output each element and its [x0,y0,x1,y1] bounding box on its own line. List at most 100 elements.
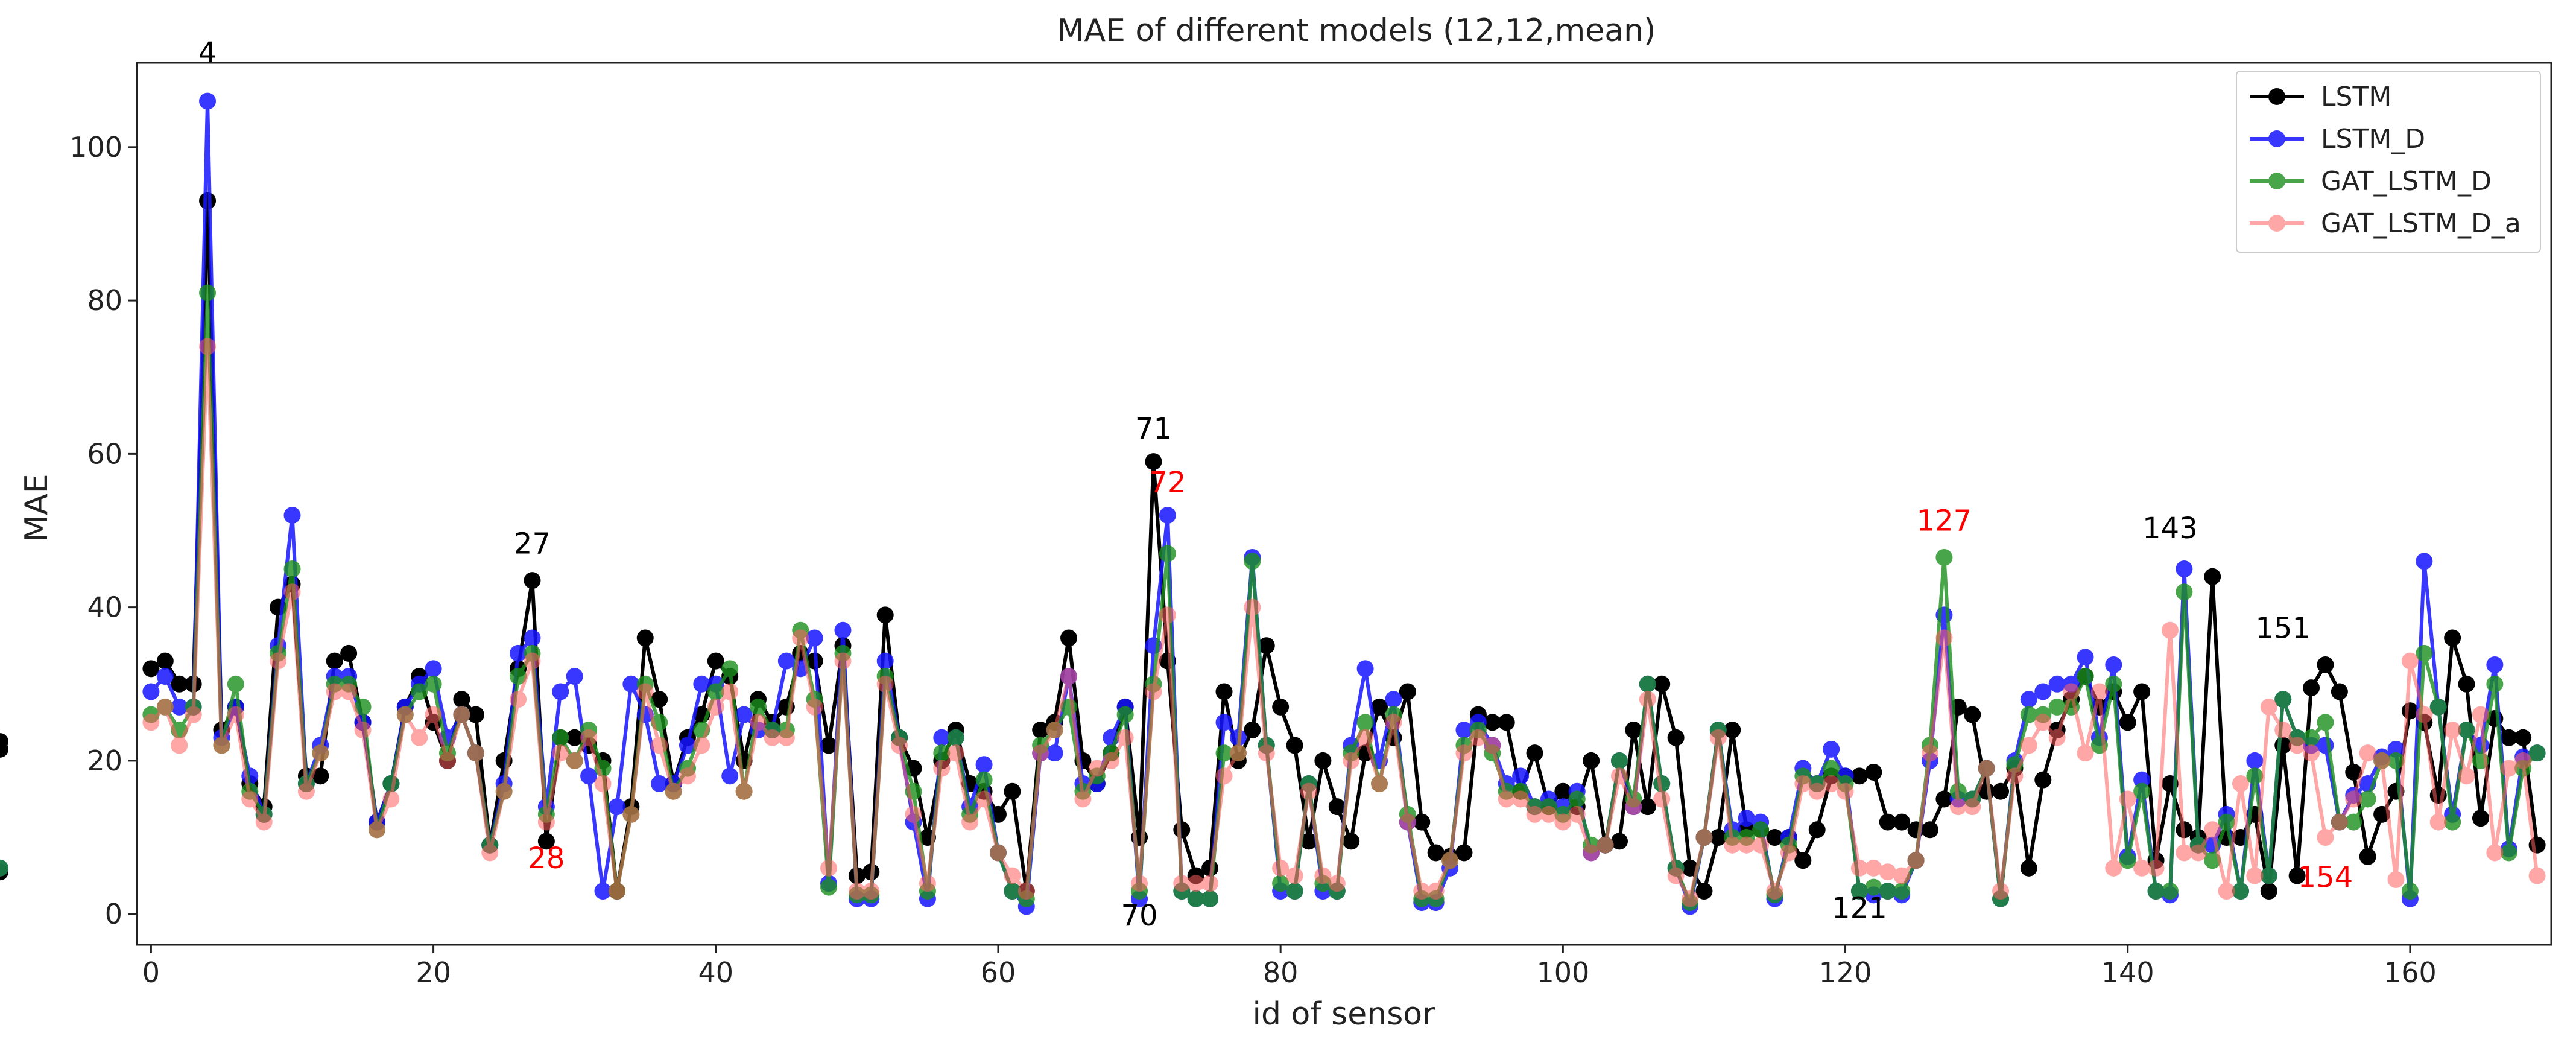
data-point [1498,714,1515,731]
data-point [1145,453,1162,471]
data-point [2317,714,2334,731]
data-point [142,660,160,678]
data-point [1526,805,1543,823]
data-point [1921,744,1938,762]
data-point [2260,867,2277,884]
data-point [2303,744,2320,762]
data-point [2359,848,2376,865]
data-point [961,813,979,831]
data-point [1201,890,1219,907]
data-point [1512,790,1530,808]
data-point [1399,813,1416,831]
data-point [566,752,583,769]
data-point [707,698,724,716]
data-point [764,729,781,746]
data-point [2500,760,2517,777]
data-point [989,844,1007,862]
data-point [2218,813,2235,831]
data-point [651,737,668,754]
data-point [1667,867,1685,884]
data-point [524,652,541,670]
data-point [1159,606,1176,624]
data-point [876,606,894,624]
data-point [340,644,358,662]
data-point [227,706,244,723]
data-point [1272,859,1290,877]
data-point [2444,813,2461,831]
data-point [2416,553,2433,570]
data-point [1610,833,1628,850]
annotations: 4 27 28 70 71 72 121 127 143 151 154 [198,36,2353,933]
data-point [862,883,880,900]
data-point [199,338,217,355]
data-point [566,729,583,746]
data-point [1328,798,1346,816]
data-point [0,733,8,751]
data-point [651,691,668,708]
data-point [806,698,823,716]
series-gat-lstm-d-a [142,338,2546,907]
data-point [1837,782,1854,800]
data-point [171,698,188,716]
data-point [1625,798,1642,816]
data-point [1215,767,1233,785]
data-point [283,583,301,601]
data-point [1498,790,1515,808]
data-point [2204,821,2221,839]
annotation-label: 121 [1832,892,1887,925]
plot-series [0,92,2546,915]
plot-frame [136,62,2552,946]
data-point [2345,813,2362,831]
data-point [2020,859,2037,877]
data-point [1145,683,1162,700]
data-point [1794,852,1812,869]
data-point [2387,752,2405,769]
data-point [1935,790,1953,808]
data-point [2303,729,2320,746]
data-point [1625,722,1642,739]
data-point [707,683,724,700]
data-point [750,714,767,731]
data-point [1526,744,1543,762]
data-point [834,621,852,639]
data-point [1794,775,1812,793]
data-point [1258,637,1275,655]
data-point [2246,867,2264,884]
data-point [1893,883,1911,900]
data-point [594,883,612,900]
y-axis-label: MAE [19,474,55,542]
data-point [411,729,428,746]
data-point [1738,836,1755,854]
y-tick-label: 80 [87,284,122,317]
data-point [396,706,414,723]
data-point [1682,859,1699,877]
data-point [1808,821,1826,839]
data-point [1610,767,1628,785]
legend-entry: LSTM_D [2321,124,2425,154]
annotation-label: 143 [2142,512,2198,545]
data-point [382,790,400,808]
data-point [2472,810,2489,827]
legend-entry: GAT_LSTM_D_a [2321,208,2521,239]
data-point [453,691,470,708]
data-point [171,675,188,693]
data-point [1766,829,1783,846]
data-point [2345,790,2362,808]
data-point [820,737,838,754]
data-point [2020,691,2037,708]
annotation-label: 28 [528,842,565,875]
data-point [1695,883,1713,900]
data-point [1949,798,1967,816]
data-point [651,775,668,793]
data-point [199,92,217,110]
data-point [608,798,625,816]
data-point [467,744,484,762]
data-point [622,805,640,823]
data-point [777,652,795,670]
data-point [297,782,315,800]
data-point [1385,714,1402,731]
data-point [707,652,724,670]
data-point [820,859,838,877]
data-point [1583,844,1600,862]
